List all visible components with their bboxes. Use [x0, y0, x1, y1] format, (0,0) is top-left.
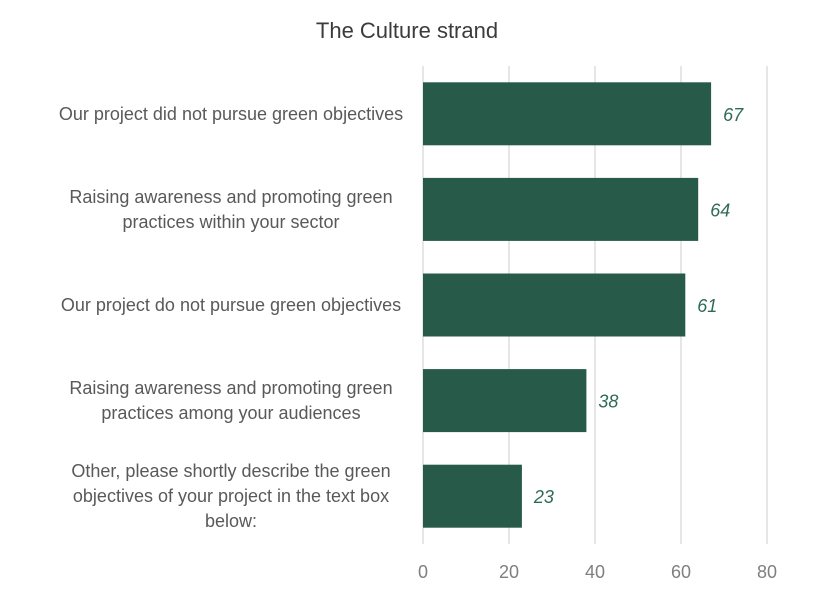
category-label: objectives of your project in the text b… [73, 486, 389, 506]
category-label: practices within your sector [122, 212, 339, 232]
chart-title: The Culture strand [316, 18, 498, 43]
x-tick-label: 40 [585, 562, 605, 582]
category-label: Our project did not pursue green objecti… [59, 104, 403, 124]
category-label: Raising awareness and promoting green [69, 187, 392, 207]
category-label: Other, please shortly describe the green [71, 461, 390, 481]
data-label: 61 [697, 296, 717, 316]
category-label: below: [205, 511, 257, 531]
data-label: 64 [710, 200, 730, 220]
x-tick-label: 20 [499, 562, 519, 582]
data-label: 38 [598, 392, 618, 412]
bar [423, 177, 699, 241]
category-label: Raising awareness and promoting green [69, 378, 392, 398]
bar [423, 369, 587, 433]
bar [423, 464, 522, 528]
category-labels: Our project did not pursue green objecti… [59, 104, 403, 531]
x-tick-label: 60 [671, 562, 691, 582]
bars [423, 82, 712, 528]
x-tick-label: 0 [418, 562, 428, 582]
data-label: 67 [723, 105, 744, 125]
data-labels: 67 64 61 38 23 [533, 105, 744, 507]
data-label: 23 [533, 487, 554, 507]
category-label: Our project do not pursue green objectiv… [61, 295, 401, 315]
x-axis-ticks: 0 20 40 60 80 [418, 562, 777, 582]
x-tick-label: 80 [757, 562, 777, 582]
bar [423, 82, 712, 146]
category-label: practices among your audiences [101, 403, 360, 423]
bar [423, 273, 686, 337]
